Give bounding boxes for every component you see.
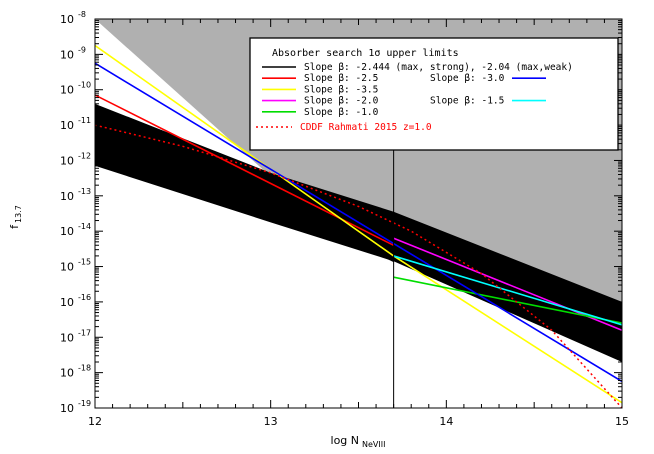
y-tick-exponent: -9 bbox=[78, 45, 86, 54]
y-tick-label: 10 bbox=[60, 367, 74, 380]
legend-label-right: Slope β: -3.0 bbox=[430, 73, 505, 84]
y-tick-label: 10 bbox=[60, 154, 74, 167]
y-tick-exponent: -17 bbox=[78, 328, 91, 337]
legend-label: Slope β: -2.5 bbox=[304, 73, 378, 84]
x-tick-label: 13 bbox=[264, 415, 278, 428]
series-line-0-0 bbox=[95, 113, 394, 262]
series-line-4-0 bbox=[393, 276, 622, 324]
x-axis-label-sub: NeVIII bbox=[362, 440, 385, 449]
y-tick-label: 10 bbox=[60, 296, 74, 309]
y-tick-label: 10 bbox=[60, 48, 74, 61]
y-tick-label: 10 bbox=[60, 402, 74, 415]
y-tick-exponent: -13 bbox=[78, 187, 91, 196]
y-tick-label: 10 bbox=[60, 84, 74, 97]
series-line-2-0 bbox=[95, 44, 395, 257]
series-line-5-0 bbox=[95, 62, 395, 245]
x-axis-label: log N NeVIII bbox=[331, 434, 386, 449]
series-line-2-1 bbox=[393, 255, 622, 404]
series-line-5-1 bbox=[393, 242, 622, 383]
legend-label: Slope β: -2.0 bbox=[304, 96, 379, 107]
legend-label-right: Slope β: -1.5 bbox=[430, 96, 504, 107]
x-tick-label: 12 bbox=[88, 415, 102, 428]
y-tick-exponent: -12 bbox=[78, 151, 91, 160]
series-line-0-1 bbox=[393, 241, 622, 337]
y-tick-label: 10 bbox=[60, 190, 74, 203]
legend-label: CDDF Rahmati 2015 z=1.0 bbox=[300, 122, 432, 133]
y-tick-exponent: -15 bbox=[78, 258, 91, 267]
y-tick-label: 10 bbox=[60, 331, 74, 344]
upper-limit-band bbox=[95, 103, 622, 363]
legend-label: Slope β: -2.444 (max, strong), -2.04 (ma… bbox=[304, 62, 573, 73]
series-line-6-0 bbox=[393, 255, 622, 326]
y-tick-label: 10 bbox=[60, 261, 74, 274]
y-tick-label: 10 bbox=[60, 13, 74, 26]
y-axis-label: f13.7 bbox=[8, 205, 23, 229]
x-axis-label-main: log N bbox=[331, 434, 360, 447]
y-tick-exponent: -16 bbox=[78, 293, 91, 302]
x-tick-label: 14 bbox=[439, 415, 453, 428]
axis-ticks: 12 13 14 15 10 -19 10 -18 10 -17 10 -16 10 -15 10 -14 10… bbox=[60, 10, 629, 428]
y-tick-exponent: -19 bbox=[78, 399, 91, 408]
y-tick-exponent: -11 bbox=[78, 116, 91, 125]
y-axis-label-main: f bbox=[8, 224, 21, 229]
legend-label: Slope β: -1.0 bbox=[304, 107, 379, 118]
series-line-7-0 bbox=[95, 124, 622, 408]
y-tick-label: 10 bbox=[60, 225, 74, 238]
y-tick-exponent: -8 bbox=[78, 10, 86, 19]
legend: Absorber search 1σ upper limits Slope β:… bbox=[249, 37, 619, 151]
y-tick-exponent: -10 bbox=[78, 81, 91, 90]
y-tick-label: 10 bbox=[60, 119, 74, 132]
legend-label: Slope β: -3.5 bbox=[304, 84, 378, 95]
legend-box bbox=[249, 37, 619, 151]
y-tick-exponent: -14 bbox=[78, 222, 91, 231]
y-tick-exponent: -18 bbox=[78, 364, 91, 373]
legend-title: Absorber search 1σ upper limits bbox=[272, 48, 459, 59]
x-tick-label: 15 bbox=[615, 415, 629, 428]
y-axis-label-sub: 13.7 bbox=[14, 205, 23, 223]
